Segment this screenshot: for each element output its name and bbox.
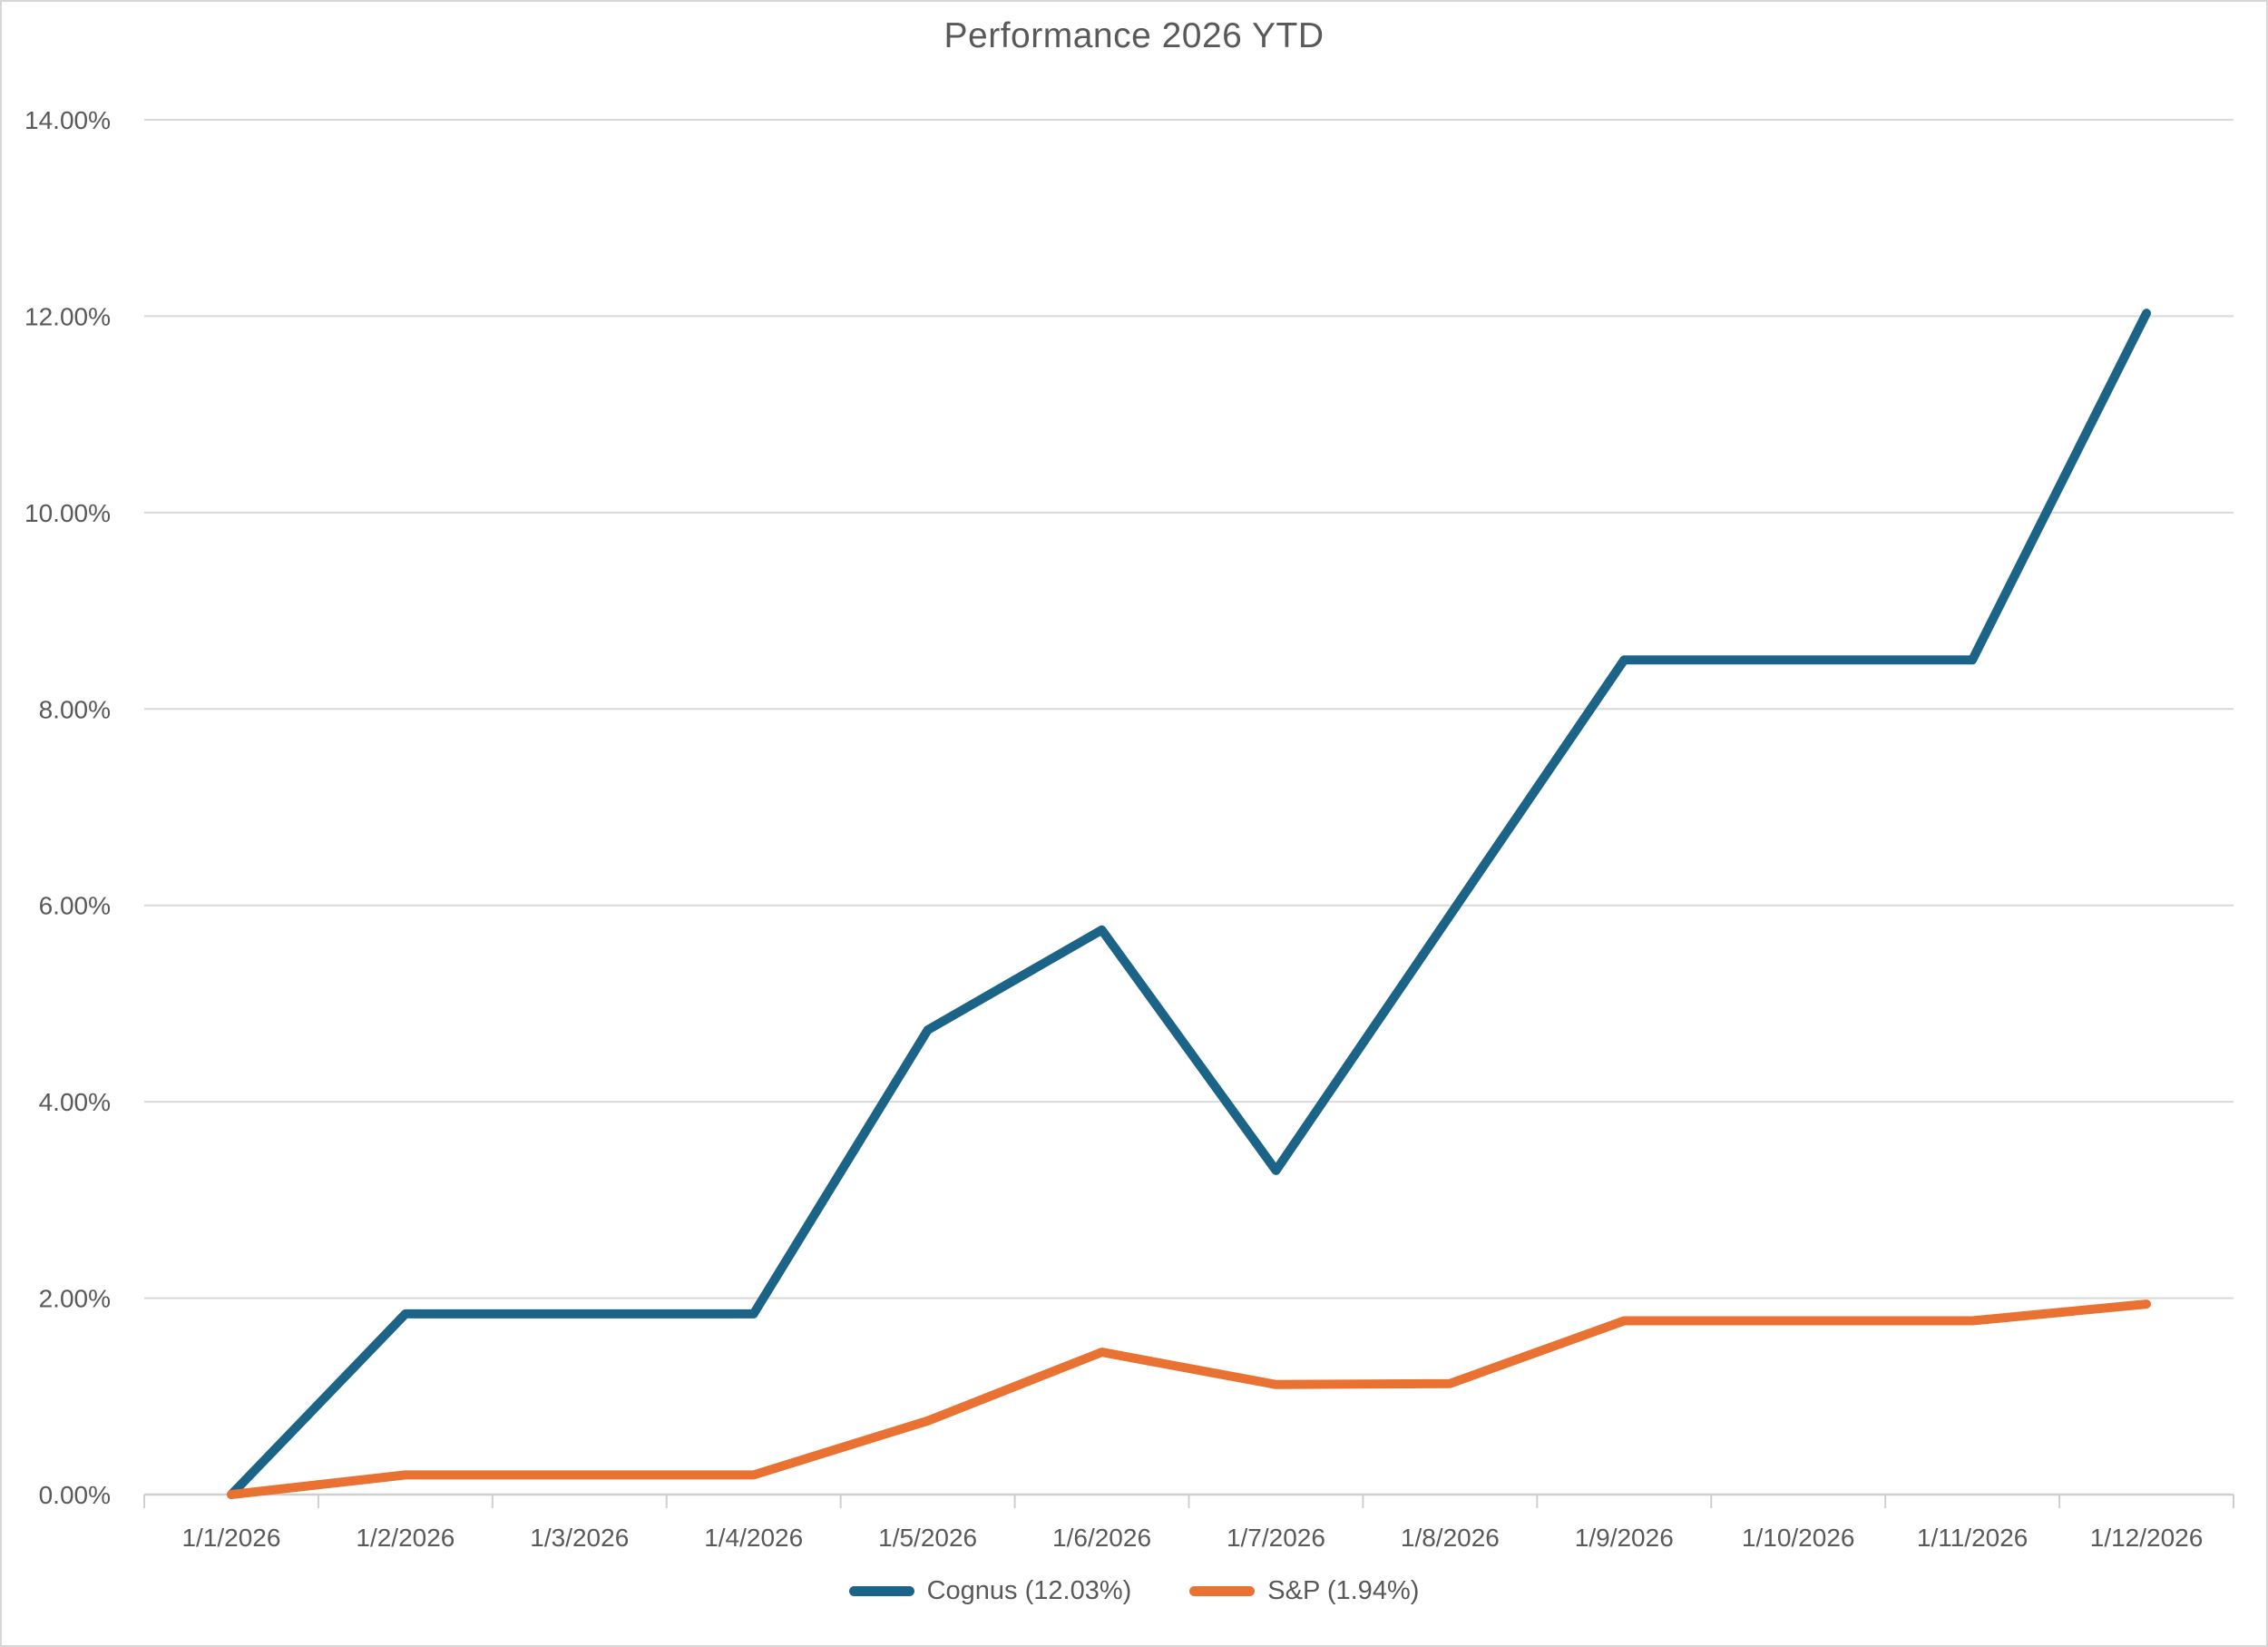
x-axis-tick-label: 1/11/2026: [1917, 1524, 2028, 1552]
legend-line-swatch-cognus: [848, 1586, 914, 1596]
chart-legend: Cognus (12.03%) S&P (1.94%): [2, 1576, 2266, 1606]
x-axis-tick-label: 1/6/2026: [1052, 1524, 1151, 1552]
y-axis-tick-label: 8.00%: [39, 695, 111, 723]
legend-line-swatch-sp: [1189, 1586, 1256, 1596]
legend-label-cognus: Cognus (12.03%): [926, 1576, 1132, 1605]
y-axis-tick-label: 6.00%: [39, 892, 111, 920]
x-axis-tick-label: 1/3/2026: [530, 1524, 629, 1552]
y-axis-tick-label: 4.00%: [39, 1088, 111, 1116]
y-axis-tick-label: 12.00%: [24, 302, 111, 330]
series-line-sp: [227, 1299, 2151, 1499]
x-axis-tick-label: 1/2/2026: [356, 1524, 455, 1552]
series-line-cognus: [227, 309, 2151, 1499]
chart-title: Performance 2026 YTD: [943, 16, 1325, 55]
y-axis-tick-label: 14.00%: [24, 106, 111, 134]
x-axis-tick-label: 1/1/2026: [181, 1524, 280, 1552]
x-axis-tick-label: 1/9/2026: [1575, 1524, 1674, 1552]
x-axis-tick-label: 1/5/2026: [878, 1524, 977, 1552]
legend-item-sp: S&P (1.94%): [1189, 1576, 1419, 1606]
x-axis-tick-label: 1/12/2026: [2090, 1524, 2204, 1552]
x-axis-tick-label: 1/8/2026: [1401, 1524, 1500, 1552]
x-axis-tick-label: 1/4/2026: [704, 1524, 803, 1552]
x-axis-tick-label: 1/10/2026: [1742, 1524, 1855, 1552]
y-axis-tick-label: 2.00%: [39, 1285, 111, 1313]
legend-label-sp: S&P (1.94%): [1267, 1576, 1420, 1605]
y-axis-tick-label: 0.00%: [39, 1481, 111, 1509]
legend-item-cognus: Cognus (12.03%): [848, 1576, 1132, 1606]
y-axis-tick-label: 10.00%: [24, 499, 111, 527]
x-axis-tick-label: 1/7/2026: [1227, 1524, 1325, 1552]
